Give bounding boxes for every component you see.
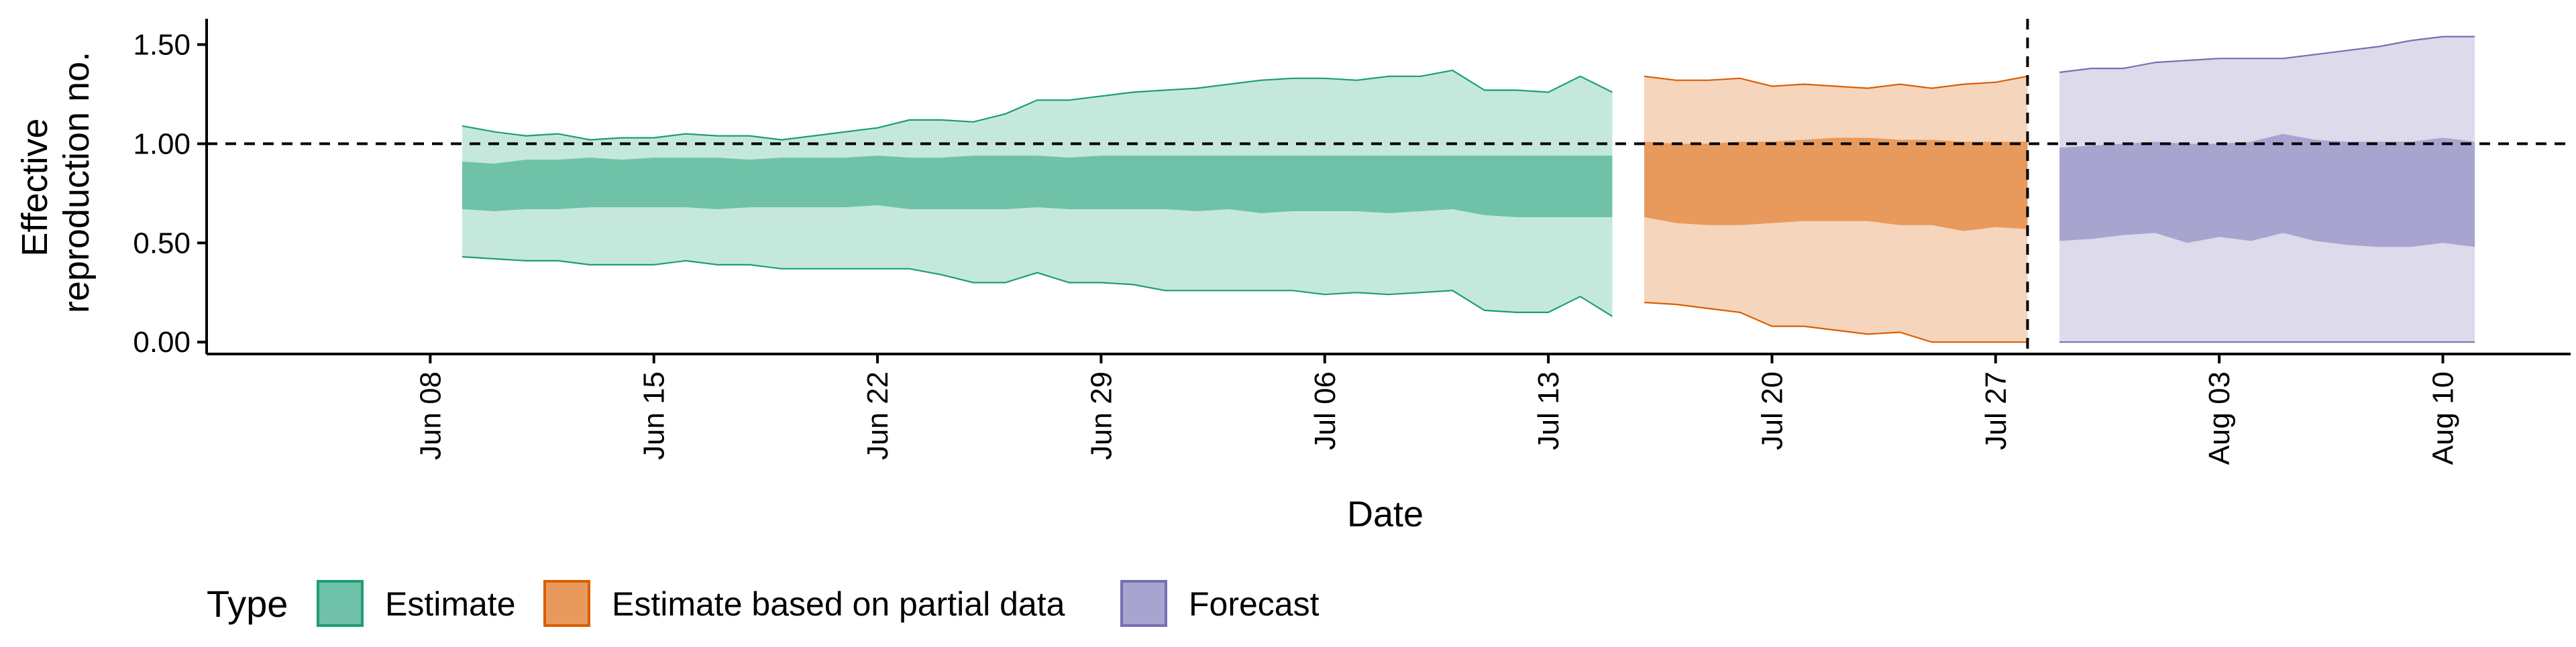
x-tick-label-7: Jul 27 [1980,371,2012,450]
legend-label-0: Estimate [385,585,516,623]
x-axis-title: Date [1347,494,1424,534]
x-tick-label-3: Jun 29 [1085,371,1118,460]
y-tick-label-1: 0.50 [133,227,191,259]
series-1 [1644,75,2028,343]
y-axis-title-line-1: Effective [15,118,55,256]
legend-key-2 [1120,580,1167,627]
legend-label-1: Estimate based on partial data [612,585,1065,623]
axes: 0.00 0.50 1.00 1.50 Jun 08 Jun 15 Jun 22 Jun 29… [133,19,2571,465]
y-axis-title-line-2: reproduction no. [56,52,97,313]
legend-key-1 [543,580,590,627]
x-tick-label-8: Aug 03 [2203,371,2236,465]
y-axis-title: Effective reproduction no. [15,52,97,313]
legend-key-0 [317,580,364,627]
legend: Type Estimate Estimate based on partial da… [207,580,1320,627]
plot-areas [462,36,2475,343]
series-2 [2059,36,2475,343]
series-0 [462,69,1613,317]
series-0-lower-line [462,255,1613,317]
x-tick-label-2: Jun 22 [861,371,894,460]
series-1-lower-line [1644,302,2028,343]
series-0-upper-line [462,69,1613,141]
series-2-inner-band [2059,133,2475,247]
x-tick-label-0: Jun 08 [414,371,447,460]
legend-title: Type [207,583,288,625]
x-tick-label-6: Jul 20 [1756,371,1788,450]
x-tick-label-1: Jun 15 [638,371,671,460]
x-tick-label-5: Jul 13 [1532,371,1565,450]
series-2-upper-line [2059,36,2475,73]
legend-label-2: Forecast [1189,585,1320,623]
series-1-inner-band [1644,137,2028,231]
series-0-inner-band [462,156,1613,217]
x-tick-label-9: Aug 10 [2427,371,2460,465]
y-tick-label-0: 0.00 [133,326,191,359]
series-1-upper-line [1644,75,2028,89]
y-tick-label-2: 1.00 [133,127,191,160]
x-tick-label-4: Jul 06 [1309,371,1342,450]
y-tick-label-3: 1.50 [133,28,191,61]
